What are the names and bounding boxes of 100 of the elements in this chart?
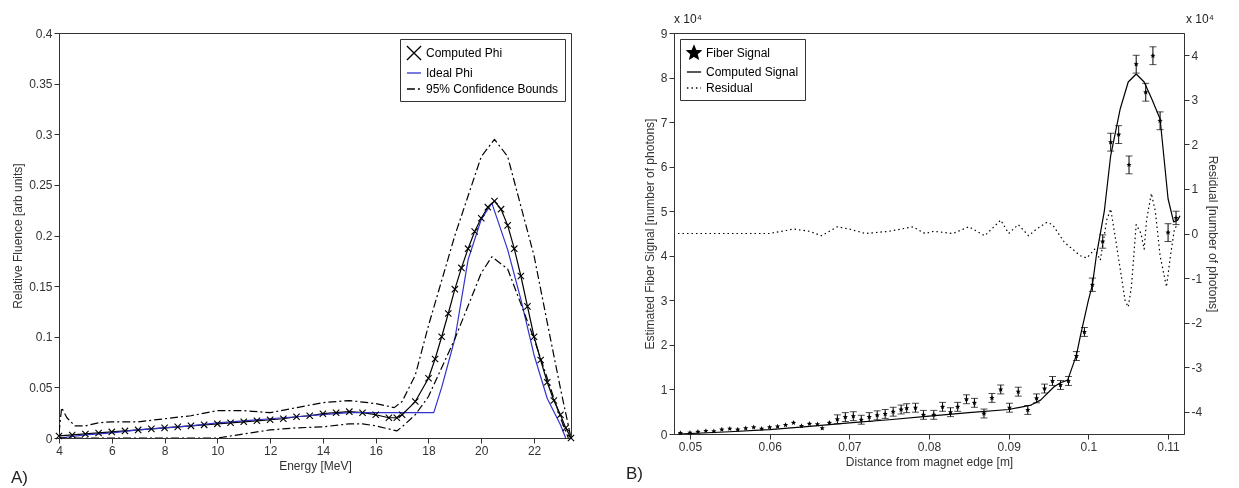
point: [94, 429, 103, 437]
point: [550, 396, 558, 405]
x-tick-label: 14: [316, 443, 331, 458]
text: B): [626, 464, 643, 483]
x-tick-label: 0.11: [1157, 439, 1181, 454]
point: [160, 424, 169, 432]
y-tick-label: 0.15: [29, 279, 53, 294]
y-tick-label: 0.05: [29, 380, 53, 395]
point: [510, 244, 518, 253]
y-tick-label: 0.3: [35, 127, 53, 142]
y2-tick-label: -1: [1191, 271, 1203, 286]
point: [292, 413, 301, 421]
x-tick-label: 0.05: [678, 439, 703, 454]
y-tick-label: 3: [660, 293, 668, 308]
point: [81, 430, 90, 438]
point: [240, 418, 248, 426]
legend-label: Computed Signal: [706, 65, 799, 79]
point: [562, 424, 570, 432]
point: [306, 412, 314, 420]
y-tick-label: 5: [660, 204, 668, 219]
y2-tick-label: 4: [1191, 48, 1199, 63]
point: [477, 214, 485, 222]
x-tick-label: 0.07: [838, 439, 862, 454]
point: [464, 244, 472, 253]
y-tick-label: 0: [45, 431, 53, 446]
y-tick-label: 7: [660, 115, 668, 130]
x-tick-label: 4: [56, 443, 64, 458]
y2-tick-label: 2: [1191, 137, 1199, 152]
point: [187, 422, 195, 430]
point: [121, 427, 129, 435]
point: [543, 378, 551, 387]
point: [134, 426, 142, 434]
point: [345, 407, 354, 416]
legend-label: Ideal Phi: [426, 66, 473, 80]
point: [517, 272, 525, 280]
x-tick-label: 18: [422, 443, 436, 458]
point: [213, 420, 222, 428]
point: [332, 408, 340, 417]
y-tick-label: 0.35: [29, 77, 53, 92]
y-tick-label: 0.4: [35, 26, 53, 41]
legend-label: 95% Confidence Bounds: [426, 82, 559, 96]
legend-label: Computed Phi: [426, 46, 503, 60]
point: [398, 411, 406, 419]
x-tick-label: 0.1: [1080, 439, 1098, 454]
point: [319, 409, 327, 418]
x-tick-label: 0.09: [997, 439, 1022, 454]
text: A): [11, 468, 28, 487]
y-axis-title: Relative Fluence [arb units]: [11, 163, 26, 309]
y-tick-label: 0.25: [29, 178, 53, 193]
point: [147, 425, 156, 433]
point: [266, 416, 274, 424]
y2-axis-title: Residual [number of photons]: [1206, 155, 1221, 313]
y-tick-label: 0.2: [35, 229, 53, 243]
y2-tick-label: 3: [1191, 93, 1199, 108]
x-tick-label: 10: [211, 443, 225, 458]
legend-label: Residual: [706, 81, 753, 95]
point: [523, 302, 532, 311]
point: [68, 431, 76, 439]
x-tick-label: 12: [263, 443, 278, 458]
point: [431, 355, 439, 363]
point: [437, 333, 446, 341]
point: [253, 417, 261, 425]
point: [497, 205, 505, 213]
point: [536, 356, 545, 364]
point: [358, 408, 367, 417]
point: [226, 419, 235, 427]
y-tick-label: 9: [660, 26, 668, 41]
point: [411, 397, 419, 406]
y-tick-label: 2: [660, 338, 668, 353]
x-tick-label: 8: [161, 443, 169, 458]
x-axis-title: Energy [MeV]: [279, 458, 352, 473]
x-tick-label: 0.06: [758, 439, 783, 454]
legend-label: Fiber Signal: [706, 46, 771, 60]
x-axis-title: Distance from magnet edge [m]: [845, 454, 1014, 469]
point: [108, 428, 116, 436]
y-tick-label: 8: [660, 71, 668, 86]
point: [371, 411, 380, 419]
y-tick-label: 4: [660, 249, 668, 264]
y2-tick-label: 0: [1191, 227, 1199, 241]
x-tick-label: 6: [108, 443, 116, 458]
y2-tick-label: -4: [1191, 405, 1203, 420]
point: [279, 415, 288, 423]
point: [503, 221, 512, 230]
point: [200, 421, 208, 429]
y-tick-label: 0.1: [35, 330, 53, 345]
y-tick-label: 6: [660, 160, 668, 175]
point: [424, 374, 433, 382]
point: [470, 227, 479, 236]
y2-tick-label: -2: [1191, 316, 1203, 331]
text: x 10⁴: [674, 12, 702, 26]
x-tick-label: 20: [475, 443, 489, 458]
point: [556, 411, 565, 419]
point: [444, 309, 452, 318]
point: [484, 203, 492, 211]
point: [174, 423, 182, 431]
text: x 10⁴: [1186, 12, 1214, 26]
y-tick-label: 1: [660, 382, 668, 397]
point: [490, 197, 499, 205]
y2-tick-label: 1: [1191, 182, 1199, 197]
y-axis-title: Estimated Fiber Signal [number of photons]: [642, 118, 657, 350]
